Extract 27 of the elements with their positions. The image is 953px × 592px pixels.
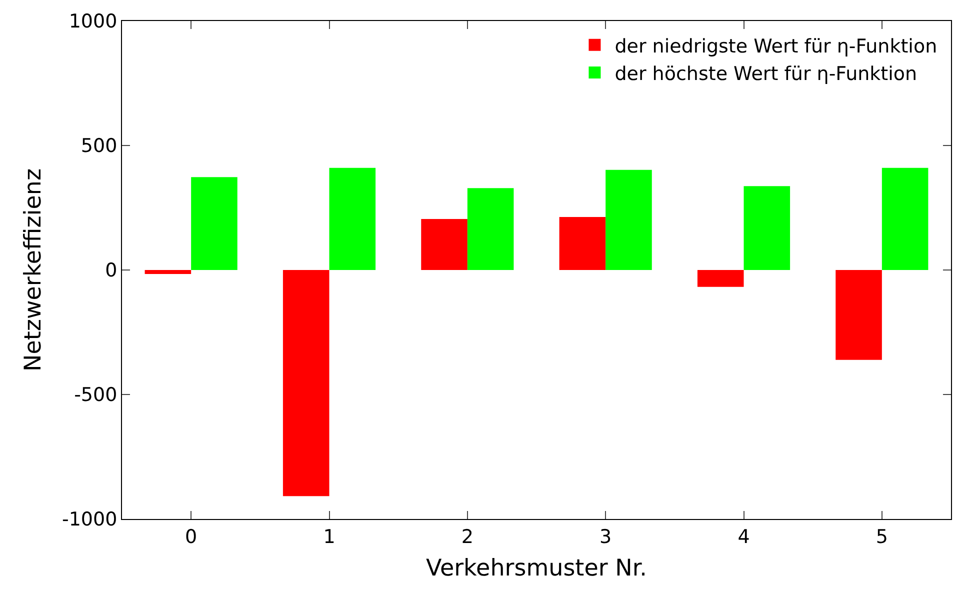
x-axis-title: Verkehrsmuster Nr. — [426, 555, 647, 582]
y-tick-label: 1000 — [68, 10, 118, 33]
y-tick-label: 0 — [105, 260, 118, 282]
bar — [744, 186, 790, 270]
bar — [282, 270, 330, 496]
bar — [559, 216, 606, 270]
x-tick-label: 5 — [876, 526, 888, 548]
x-tick-label: 3 — [600, 526, 612, 548]
bar — [836, 270, 882, 360]
bar — [421, 218, 468, 270]
bar — [606, 170, 652, 270]
y-tick-label: -1000 — [62, 508, 118, 531]
bar — [882, 168, 928, 270]
y-axis-title: Netzwerkeffizienz — [20, 168, 46, 372]
x-tick-label: 1 — [323, 526, 336, 548]
y-tick-label: 500 — [80, 135, 118, 158]
legend-label: der höchste Wert für η-Funktion — [614, 62, 918, 85]
bar — [329, 168, 376, 270]
bar — [697, 270, 744, 287]
bar — [467, 188, 514, 270]
x-tick-label: 4 — [738, 526, 750, 548]
bar — [144, 270, 192, 274]
legend-label: der niedrigste Wert für η-Funktion — [614, 35, 938, 58]
x-tick-label: 2 — [461, 526, 474, 548]
y-tick-label: -500 — [74, 384, 118, 406]
bar — [191, 177, 238, 270]
x-tick-label: 0 — [185, 526, 198, 548]
